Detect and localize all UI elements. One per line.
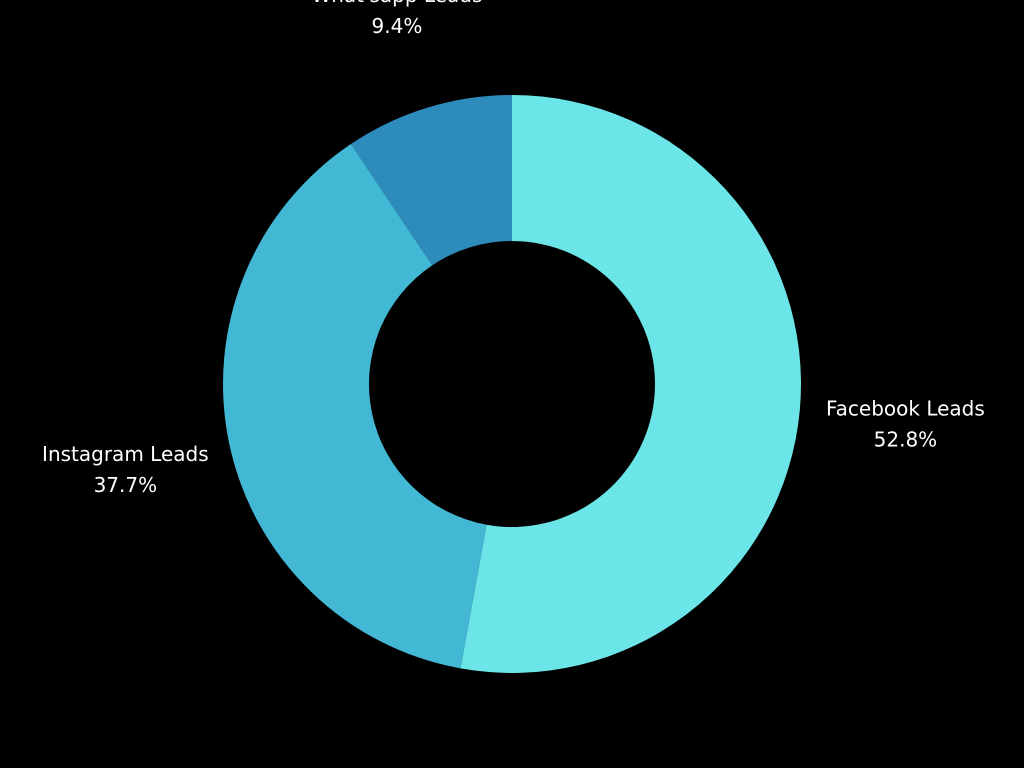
slice-percent: 52.8% [874, 427, 938, 451]
slice-what-sapp-leads [350, 95, 512, 266]
slice-label-facebook-leads: Facebook Leads 52.8% [826, 396, 985, 451]
slice-facebook-leads [460, 95, 801, 673]
slice-name: Facebook Leads [826, 396, 985, 420]
slice-label-what-sapp-leads: What'sapp Leads 9.4% [311, 0, 482, 38]
slice-instagram-leads [222, 144, 487, 669]
slice-percent: 9.4% [372, 14, 423, 38]
donut-slices [222, 95, 801, 673]
slice-name: Instagram Leads [42, 442, 209, 466]
slice-name: What'sapp Leads [311, 0, 482, 7]
slice-label-instagram-leads: Instagram Leads 37.7% [42, 442, 209, 497]
slice-labels: Facebook Leads 52.8% Instagram Leads 37.7% W… [42, 0, 985, 497]
slice-percent: 37.7% [94, 473, 158, 497]
